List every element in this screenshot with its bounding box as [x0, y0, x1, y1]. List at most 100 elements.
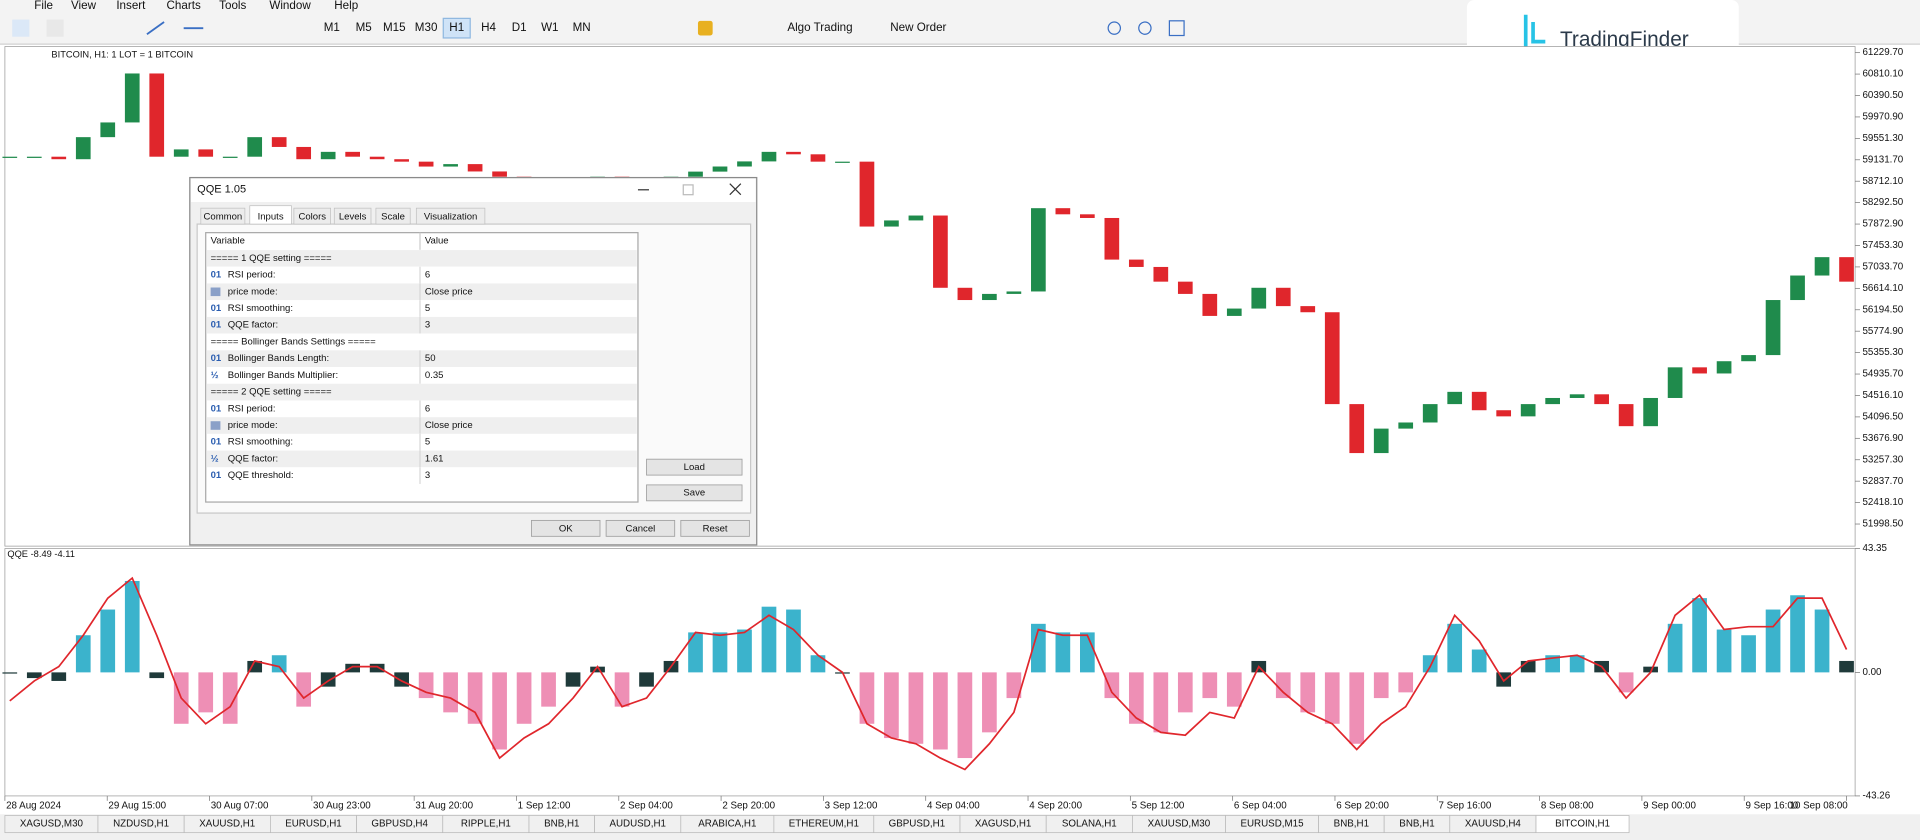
button-label[interactable]: Save	[683, 488, 705, 499]
toolbar-button[interactable]: New Order	[890, 21, 946, 34]
tab-label[interactable]: ARABICA,H1	[698, 819, 756, 830]
input-value[interactable]: 50	[425, 353, 436, 364]
toolbar-button[interactable]: Algo Trading	[787, 21, 852, 34]
dialog-tab[interactable]	[415, 207, 486, 225]
x-tick-label: 6 Sep 04:00	[1234, 800, 1287, 811]
tab-label[interactable]: XAGUSD,M30	[20, 819, 84, 830]
timeframe-button[interactable]: M15	[383, 21, 406, 34]
input-value[interactable]: 5	[425, 303, 430, 314]
menu-item[interactable]: Help	[334, 0, 358, 12]
tab-label[interactable]: ETHEREUM,H1	[789, 819, 859, 830]
y-tick-label: 55355.30	[1862, 347, 1903, 358]
y-tick-label: 54096.50	[1862, 411, 1903, 422]
input-value[interactable]: Close price	[425, 420, 473, 431]
tab-label[interactable]: XAUUSD,H4	[1465, 819, 1522, 830]
candle	[712, 166, 728, 172]
input-value[interactable]: 3	[425, 470, 430, 481]
tool-icon[interactable]	[146, 21, 165, 36]
histogram-bar	[1790, 595, 1805, 673]
tool-icon[interactable]	[1168, 20, 1185, 37]
timeframe-button[interactable]: D1	[512, 21, 527, 34]
tab-label[interactable]: XAUUSD,H1	[199, 819, 255, 830]
timeframe-button[interactable]: M30	[415, 21, 438, 34]
tab-label[interactable]: EURUSD,M15	[1240, 819, 1304, 830]
tool-icon[interactable]	[697, 20, 713, 36]
histogram-bar	[712, 632, 728, 673]
dialog-tab-label[interactable]: Visualization	[424, 211, 477, 222]
dialog-tab[interactable]	[293, 207, 331, 225]
histogram-bar	[1741, 635, 1756, 673]
tab-label[interactable]: BNB,H1	[1399, 819, 1434, 830]
tab-label[interactable]: GBPUSD,H4	[371, 819, 428, 830]
menu-item[interactable]: Charts	[167, 0, 201, 12]
row-bg	[206, 467, 637, 484]
dialog-tab-label[interactable]: Common	[203, 211, 242, 222]
dialog-tab-active[interactable]	[249, 205, 292, 225]
button-label[interactable]: Cancel	[626, 523, 656, 534]
dialog-tab[interactable]	[375, 207, 411, 225]
dialog-tab-label[interactable]: Scale	[381, 211, 405, 222]
candle	[1055, 208, 1071, 215]
timeframe-button[interactable]: M5	[356, 21, 372, 34]
input-value[interactable]: 3	[425, 320, 430, 331]
tab-label[interactable]: XAUUSD,M30	[1148, 819, 1211, 830]
tool-icon[interactable]	[46, 19, 64, 37]
dialog-tab[interactable]	[200, 207, 246, 225]
tab-label[interactable]: EURUSD,H1	[285, 819, 342, 830]
timeframe-button[interactable]: MN	[573, 21, 591, 34]
menu-item[interactable]: Insert	[116, 0, 146, 12]
dialog-tab-label[interactable]: Levels	[339, 211, 367, 222]
close-button[interactable]	[729, 183, 742, 196]
tab-active[interactable]	[1535, 815, 1630, 834]
histogram-bar	[2, 672, 18, 674]
zoom-in[interactable]	[1107, 21, 1122, 35]
timeframe-button[interactable]: M1	[324, 21, 340, 34]
type-icon: 01	[211, 403, 222, 414]
input-value[interactable]: 5	[425, 437, 430, 448]
button[interactable]	[646, 458, 743, 476]
menu-item[interactable]: View	[71, 0, 97, 12]
dialog-tab-label[interactable]: Colors	[298, 211, 326, 222]
candle	[1275, 287, 1291, 307]
y-tick-label: 60810.10	[1862, 69, 1903, 80]
tab-label[interactable]: BNB,H1	[544, 819, 579, 830]
tool-icon[interactable]	[12, 19, 30, 37]
dialog-tab[interactable]	[333, 207, 372, 225]
histogram-bar	[1520, 660, 1536, 673]
menu-item[interactable]: Window	[269, 0, 311, 12]
tab-label[interactable]: XAGUSD,H1	[975, 819, 1032, 830]
tab-label[interactable]: BNB,H1	[1334, 819, 1369, 830]
timeframe-button[interactable]: W1	[541, 21, 558, 34]
y-tick-label: 59551.30	[1862, 133, 1903, 144]
input-value[interactable]: 6	[425, 403, 430, 414]
input-value[interactable]: 1.61	[425, 453, 444, 464]
input-value[interactable]: 0.35	[425, 370, 444, 381]
button-label[interactable]: OK	[559, 523, 573, 534]
button[interactable]	[646, 484, 743, 502]
button[interactable]	[531, 519, 601, 537]
button-label[interactable]: Load	[684, 462, 705, 473]
tab-label[interactable]: SOLANA,H1	[1062, 819, 1117, 830]
dialog-tab-label[interactable]: Inputs	[258, 211, 284, 222]
tab-label[interactable]: AUDUSD,H1	[609, 819, 666, 830]
timeframe-active	[442, 17, 471, 39]
timeframe-button[interactable]: H1	[449, 21, 464, 34]
timeframe-button[interactable]: H4	[481, 21, 496, 34]
type-icon: 01	[211, 320, 222, 331]
menu-item[interactable]: Tools	[219, 0, 246, 12]
button-label[interactable]: Reset	[703, 523, 728, 534]
tab-label[interactable]: GBPUSD,H1	[889, 819, 946, 830]
menu-item[interactable]: File	[34, 0, 53, 12]
tab-label[interactable]: RIPPLE,H1	[461, 819, 511, 830]
tab-label[interactable]: NZDUSD,H1	[113, 819, 169, 830]
candle	[761, 151, 777, 162]
y-tick-label: 52418.10	[1862, 497, 1903, 508]
tab-label[interactable]: BITCOIN,H1	[1555, 819, 1610, 830]
button[interactable]	[680, 519, 750, 537]
input-value[interactable]: 6	[425, 270, 430, 281]
candle	[688, 171, 703, 177]
button[interactable]	[605, 519, 676, 537]
input-name: QQE factor:	[228, 320, 278, 331]
zoom-out[interactable]	[1138, 21, 1152, 35]
input-value[interactable]: Close price	[425, 286, 473, 297]
